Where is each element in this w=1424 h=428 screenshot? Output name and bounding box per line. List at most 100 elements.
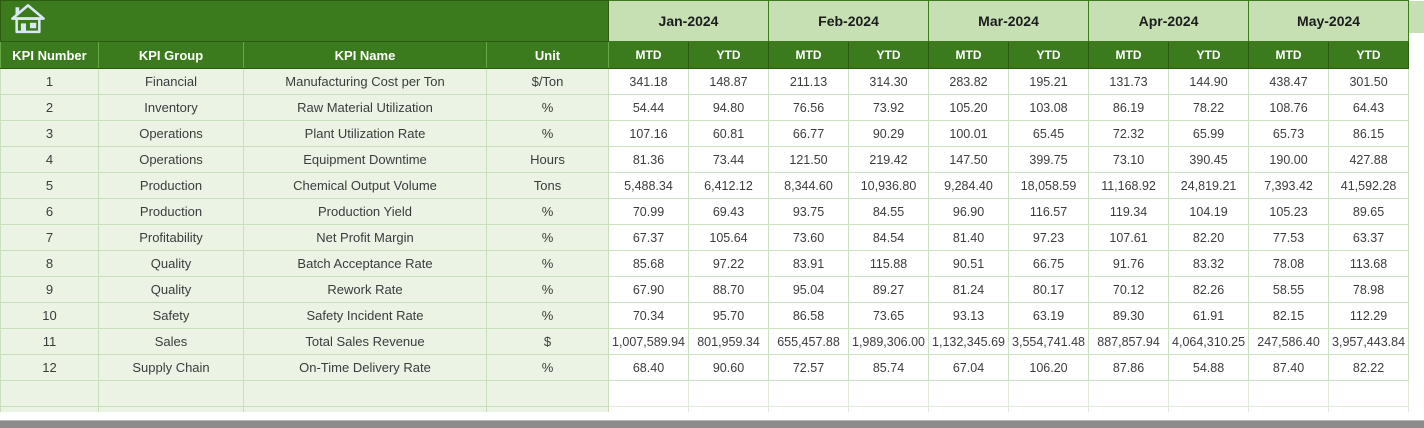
- empty-cell[interactable]: [0, 380, 99, 407]
- kpi-value-cell[interactable]: 67.04: [928, 354, 1010, 381]
- empty-cell[interactable]: [847, 380, 930, 407]
- kpi-value-cell[interactable]: 82.26: [1168, 276, 1250, 303]
- cell-kpi-name[interactable]: Manufacturing Cost per Ton: [243, 68, 487, 95]
- cell-kpi-group[interactable]: Quality: [98, 250, 244, 277]
- kpi-value-cell[interactable]: 18,058.59: [1008, 172, 1090, 199]
- kpi-value-cell[interactable]: 24,819.21: [1168, 172, 1250, 199]
- kpi-value-cell[interactable]: 65.99: [1168, 120, 1250, 147]
- kpi-value-cell[interactable]: 80.17: [1008, 276, 1090, 303]
- kpi-value-cell[interactable]: 8,344.60: [768, 172, 849, 199]
- cell-kpi-group[interactable]: Production: [98, 172, 244, 199]
- kpi-value-cell[interactable]: 67.90: [608, 276, 689, 303]
- kpi-value-cell[interactable]: 190.00: [1248, 146, 1330, 173]
- kpi-value-cell[interactable]: 65.73: [1248, 120, 1330, 147]
- kpi-value-cell[interactable]: 438.47: [1248, 68, 1330, 95]
- kpi-value-cell[interactable]: 73.65: [847, 302, 930, 329]
- kpi-value-cell[interactable]: 68.40: [608, 354, 689, 381]
- kpi-value-cell[interactable]: 67.37: [608, 224, 689, 251]
- kpi-value-cell[interactable]: 87.86: [1088, 354, 1170, 381]
- cell-kpi-name[interactable]: On-Time Delivery Rate: [243, 354, 487, 381]
- kpi-value-cell[interactable]: 73.44: [688, 146, 769, 173]
- kpi-value-cell[interactable]: 84.54: [847, 224, 930, 251]
- cell-unit[interactable]: Tons: [486, 172, 609, 199]
- cell-kpi-number[interactable]: 7: [0, 224, 99, 251]
- empty-cell[interactable]: [928, 380, 1010, 407]
- kpi-value-cell[interactable]: 108.76: [1248, 94, 1330, 121]
- kpi-value-cell[interactable]: 54.88: [1168, 354, 1250, 381]
- empty-cell[interactable]: [486, 380, 609, 407]
- kpi-value-cell[interactable]: 97.23: [1008, 224, 1090, 251]
- cell-kpi-number[interactable]: 6: [0, 198, 99, 225]
- kpi-value-cell[interactable]: 83.32: [1168, 250, 1250, 277]
- kpi-value-cell[interactable]: 95.04: [768, 276, 849, 303]
- kpi-value-cell[interactable]: 73.10: [1088, 146, 1170, 173]
- cell-kpi-group[interactable]: Profitability: [98, 224, 244, 251]
- kpi-value-cell[interactable]: 82.15: [1248, 302, 1330, 329]
- kpi-value-cell[interactable]: 81.40: [928, 224, 1010, 251]
- kpi-value-cell[interactable]: 247,586.40: [1248, 328, 1330, 355]
- home-button[interactable]: [11, 3, 45, 37]
- cell-unit[interactable]: %: [486, 94, 609, 121]
- kpi-value-cell[interactable]: 93.75: [768, 198, 849, 225]
- cell-unit[interactable]: %: [486, 276, 609, 303]
- kpi-value-cell[interactable]: 3,957,443.84: [1328, 328, 1410, 355]
- kpi-value-cell[interactable]: 801,959.34: [688, 328, 769, 355]
- cell-kpi-group[interactable]: Operations: [98, 146, 244, 173]
- cell-kpi-number[interactable]: 3: [0, 120, 99, 147]
- cell-unit[interactable]: Hours: [486, 146, 609, 173]
- empty-cell[interactable]: [1168, 380, 1250, 407]
- empty-cell[interactable]: [688, 380, 769, 407]
- kpi-value-cell[interactable]: 131.73: [1088, 68, 1170, 95]
- kpi-value-cell[interactable]: 78.22: [1168, 94, 1250, 121]
- cell-kpi-name[interactable]: Rework Rate: [243, 276, 487, 303]
- kpi-value-cell[interactable]: 60.81: [688, 120, 769, 147]
- kpi-value-cell[interactable]: 301.50: [1328, 68, 1410, 95]
- kpi-value-cell[interactable]: 65.45: [1008, 120, 1090, 147]
- cell-unit[interactable]: %: [486, 250, 609, 277]
- kpi-value-cell[interactable]: 89.30: [1088, 302, 1170, 329]
- cell-kpi-number[interactable]: 8: [0, 250, 99, 277]
- kpi-value-cell[interactable]: 219.42: [847, 146, 930, 173]
- cell-kpi-name[interactable]: Chemical Output Volume: [243, 172, 487, 199]
- cell-kpi-number[interactable]: 12: [0, 354, 99, 381]
- cell-kpi-number[interactable]: 11: [0, 328, 99, 355]
- cell-unit[interactable]: %: [486, 198, 609, 225]
- kpi-value-cell[interactable]: 64.43: [1328, 94, 1410, 121]
- kpi-value-cell[interactable]: 107.16: [608, 120, 689, 147]
- empty-cell[interactable]: [1008, 380, 1090, 407]
- kpi-value-cell[interactable]: 195.21: [1008, 68, 1090, 95]
- cell-kpi-name[interactable]: Batch Acceptance Rate: [243, 250, 487, 277]
- kpi-value-cell[interactable]: 61.91: [1168, 302, 1250, 329]
- kpi-value-cell[interactable]: 86.58: [768, 302, 849, 329]
- kpi-value-cell[interactable]: 72.32: [1088, 120, 1170, 147]
- kpi-value-cell[interactable]: 887,857.94: [1088, 328, 1170, 355]
- kpi-value-cell[interactable]: 90.29: [847, 120, 930, 147]
- kpi-value-cell[interactable]: 94.80: [688, 94, 769, 121]
- kpi-value-cell[interactable]: 81.36: [608, 146, 689, 173]
- kpi-value-cell[interactable]: 82.22: [1328, 354, 1410, 381]
- kpi-value-cell[interactable]: 4,064,310.25: [1168, 328, 1250, 355]
- kpi-value-cell[interactable]: 93.13: [928, 302, 1010, 329]
- kpi-value-cell[interactable]: 90.60: [688, 354, 769, 381]
- kpi-value-cell[interactable]: 90.51: [928, 250, 1010, 277]
- kpi-value-cell[interactable]: 63.37: [1328, 224, 1410, 251]
- kpi-value-cell[interactable]: 72.57: [768, 354, 849, 381]
- kpi-value-cell[interactable]: 85.68: [608, 250, 689, 277]
- kpi-value-cell[interactable]: 66.75: [1008, 250, 1090, 277]
- kpi-value-cell[interactable]: 63.19: [1008, 302, 1090, 329]
- cell-unit[interactable]: %: [486, 354, 609, 381]
- kpi-value-cell[interactable]: 427.88: [1328, 146, 1410, 173]
- cell-kpi-number[interactable]: 2: [0, 94, 99, 121]
- kpi-value-cell[interactable]: 119.34: [1088, 198, 1170, 225]
- kpi-value-cell[interactable]: 73.92: [847, 94, 930, 121]
- kpi-value-cell[interactable]: 86.15: [1328, 120, 1410, 147]
- cell-kpi-name[interactable]: Plant Utilization Rate: [243, 120, 487, 147]
- empty-cell[interactable]: [768, 380, 849, 407]
- kpi-value-cell[interactable]: 283.82: [928, 68, 1010, 95]
- kpi-value-cell[interactable]: 655,457.88: [768, 328, 849, 355]
- cell-unit[interactable]: %: [486, 224, 609, 251]
- kpi-value-cell[interactable]: 54.44: [608, 94, 689, 121]
- kpi-value-cell[interactable]: 84.55: [847, 198, 930, 225]
- cell-kpi-group[interactable]: Supply Chain: [98, 354, 244, 381]
- kpi-value-cell[interactable]: 147.50: [928, 146, 1010, 173]
